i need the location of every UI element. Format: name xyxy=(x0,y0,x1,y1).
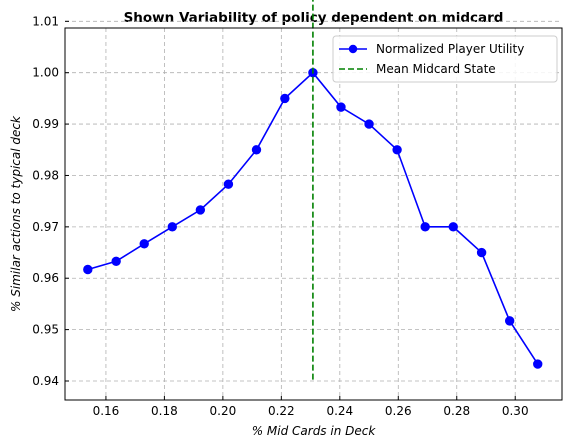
x-tick-label: 0.24 xyxy=(326,404,353,418)
legend-box xyxy=(332,35,558,83)
data-point xyxy=(392,145,402,155)
plot-frame xyxy=(64,27,563,401)
data-point xyxy=(448,222,458,232)
y-axis-ticks: 0.94 0.95 0.96 0.97 0.98 0.99 1.00 1.01 xyxy=(32,14,69,388)
x-tick-label: 0.26 xyxy=(385,404,412,418)
x-tick-label: 0.18 xyxy=(151,404,178,418)
x-tick-label: 0.28 xyxy=(443,404,470,418)
data-point xyxy=(195,205,206,215)
y-tick-label: 0.98 xyxy=(32,168,59,182)
data-point xyxy=(336,102,346,112)
x-axis-ticks: 0.16 0.18 0.20 0.22 0.24 0.26 0.28 0.30 xyxy=(93,396,529,418)
data-point xyxy=(167,222,177,232)
legend-label: Normalized Player Utility xyxy=(376,42,524,56)
data-point xyxy=(223,179,234,189)
y-tick-label: 0.99 xyxy=(32,117,59,131)
legend-label: Mean Midcard State xyxy=(376,62,496,76)
x-tick-label: 0.30 xyxy=(502,404,529,418)
x-axis-label: % Mid Cards in Deck xyxy=(252,424,377,438)
y-tick-label: 1.01 xyxy=(32,14,59,28)
data-point xyxy=(139,239,149,249)
x-tick-label: 0.16 xyxy=(93,404,120,418)
y-axis-label: % Similar actions to typical deck xyxy=(9,115,23,312)
y-tick-label: 0.95 xyxy=(32,323,59,337)
y-tick-label: 0.97 xyxy=(32,220,59,234)
legend: Normalized Player Utility Mean Midcard St… xyxy=(332,35,558,83)
data-point xyxy=(83,264,93,275)
y-tick-label: 0.96 xyxy=(32,271,59,285)
x-tick-label: 0.22 xyxy=(268,404,295,418)
y-tick-label: 1.00 xyxy=(32,66,59,80)
data-point xyxy=(476,247,487,258)
y-tick-label: 0.94 xyxy=(32,374,59,388)
data-point xyxy=(111,256,121,266)
data-point xyxy=(280,93,290,104)
data-point xyxy=(420,222,430,232)
data-point xyxy=(364,119,374,129)
data-point xyxy=(251,145,262,155)
x-tick-label: 0.20 xyxy=(210,404,237,418)
data-point xyxy=(504,316,515,326)
legend-marker-swatch xyxy=(348,44,358,54)
data-point xyxy=(533,359,543,369)
